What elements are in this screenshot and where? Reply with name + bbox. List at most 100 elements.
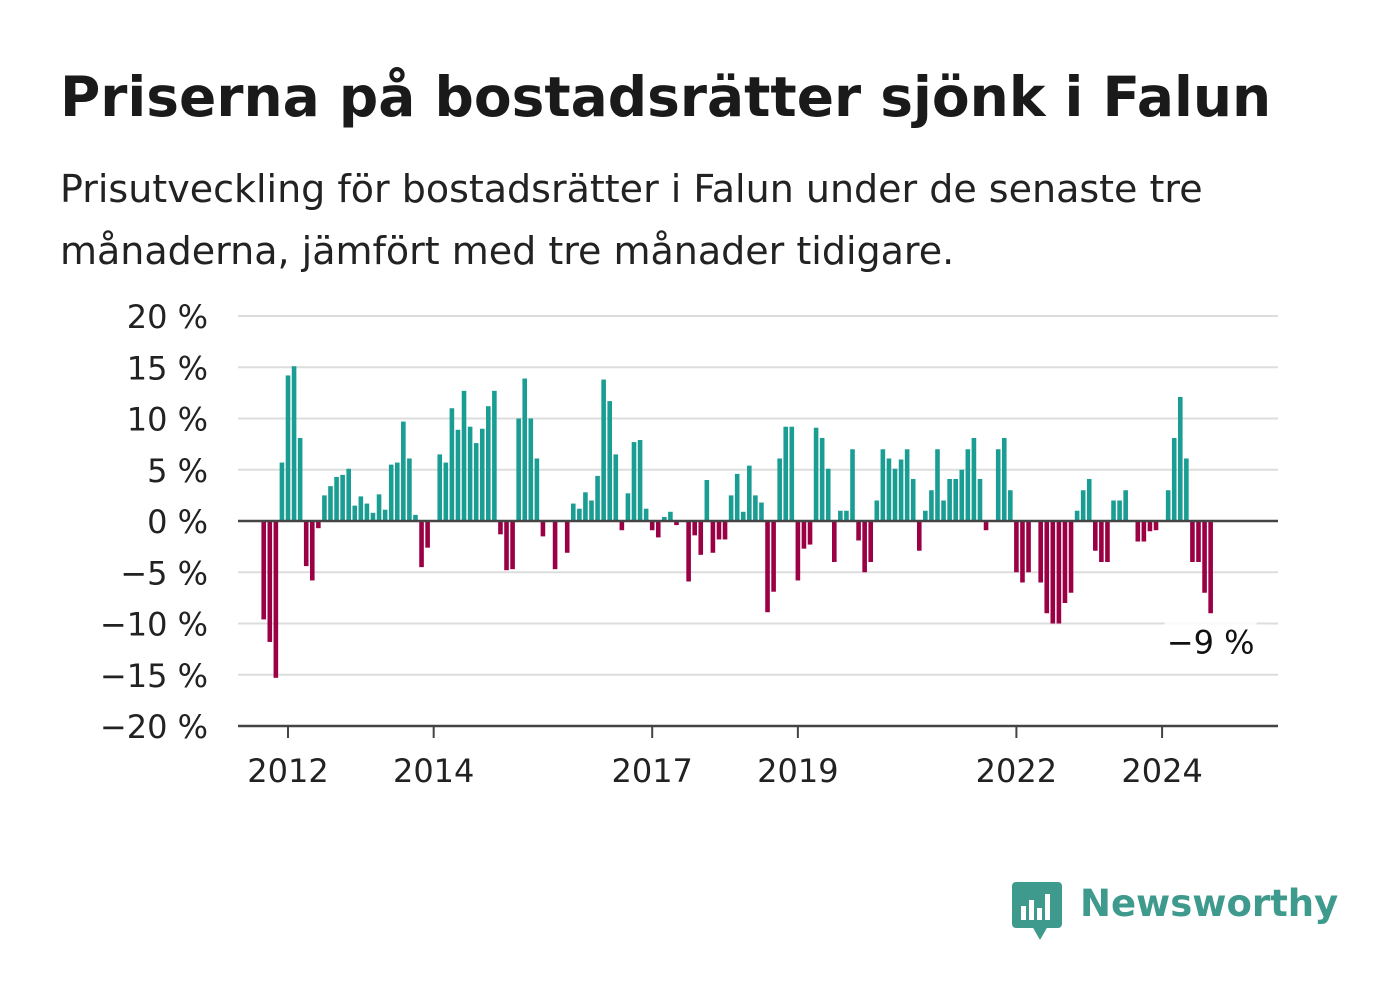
bar: [710, 521, 716, 553]
bar: [1099, 521, 1104, 562]
bar: [868, 521, 874, 562]
bar: [1171, 437, 1177, 521]
bar: [589, 500, 594, 521]
bar: [819, 437, 825, 521]
bar: [892, 468, 898, 521]
bar: [492, 390, 497, 521]
bar: [995, 449, 1001, 521]
bar: [777, 458, 782, 521]
x-tick-label: 2017: [611, 752, 692, 790]
bar: [850, 449, 855, 521]
bar: [322, 495, 327, 522]
bar: [686, 521, 691, 582]
bar: [801, 521, 807, 549]
bar: [419, 521, 424, 568]
bar: [722, 521, 728, 540]
bar: [297, 437, 303, 521]
bar: [273, 521, 279, 678]
bar: [643, 508, 649, 521]
bar: [334, 476, 339, 521]
y-tick-label: −5 %: [120, 554, 208, 592]
bar: [1086, 478, 1092, 521]
bar: [1208, 521, 1213, 614]
bar: [285, 375, 291, 521]
bar: [534, 458, 540, 521]
bar: [856, 521, 861, 541]
bar: [309, 521, 315, 581]
bar: [479, 428, 485, 521]
bar: [947, 478, 952, 521]
bar: [473, 443, 479, 521]
bar: [704, 480, 710, 521]
bar: [261, 521, 267, 620]
bar: [346, 468, 351, 521]
bar: [388, 464, 394, 522]
bar: [1202, 521, 1207, 593]
y-tick-label: −10 %: [100, 606, 208, 644]
bar: [1165, 490, 1171, 521]
bar: [953, 478, 958, 521]
bar: [916, 521, 922, 551]
bar: [540, 521, 546, 537]
bar: [698, 521, 704, 555]
bar: [1117, 500, 1122, 521]
bar: [340, 474, 345, 522]
bar: [765, 521, 770, 613]
logo-wordmark: Newsworthy: [1080, 882, 1339, 925]
bar: [898, 459, 904, 521]
bar: [668, 511, 673, 521]
bar: [303, 521, 309, 567]
y-tick-label: 0 %: [147, 503, 208, 541]
bar: [328, 486, 333, 521]
bar: [862, 521, 867, 573]
bar: [904, 449, 910, 521]
bar: [467, 426, 473, 521]
bar: [601, 379, 606, 521]
bar: [759, 502, 764, 521]
bar: [655, 521, 661, 538]
bar: [1056, 521, 1062, 624]
y-tick-label: −20 %: [100, 708, 208, 746]
x-tick-label: 2022: [976, 752, 1057, 790]
bar: [662, 516, 667, 521]
y-tick-label: 10 %: [127, 401, 208, 439]
bar: [401, 421, 406, 521]
bar: [443, 462, 449, 521]
bar: [1153, 521, 1159, 531]
bar: [1147, 521, 1153, 532]
bar: [1014, 521, 1019, 573]
bar: [1068, 521, 1074, 593]
x-tick-label: 2019: [757, 752, 838, 790]
bar: [510, 521, 515, 570]
bar: [1020, 521, 1025, 583]
bar: [413, 514, 418, 521]
bar: [910, 478, 916, 521]
bar: [1196, 521, 1201, 562]
bar: [394, 462, 400, 521]
bar: [1111, 500, 1116, 521]
bar: [935, 449, 940, 521]
bar: [716, 521, 722, 540]
bar: [795, 521, 801, 581]
bar: [825, 468, 831, 521]
bar: [1184, 458, 1189, 521]
bar: [455, 429, 461, 521]
bar: [577, 508, 582, 521]
bar: [583, 492, 588, 521]
bar: [813, 427, 819, 521]
bar: [449, 408, 455, 521]
bar: [370, 512, 376, 521]
bar: [316, 521, 321, 529]
bar: [959, 469, 965, 521]
bar: [1105, 521, 1110, 562]
bar: [291, 366, 297, 521]
bar: [595, 475, 600, 521]
bar: [528, 418, 534, 521]
bar: [437, 454, 443, 522]
bar: [783, 426, 789, 521]
axes: [238, 519, 1278, 738]
x-tick-label: 2024: [1121, 752, 1202, 790]
bar: [929, 490, 934, 521]
bar: [844, 510, 849, 521]
bar: [1190, 521, 1195, 562]
